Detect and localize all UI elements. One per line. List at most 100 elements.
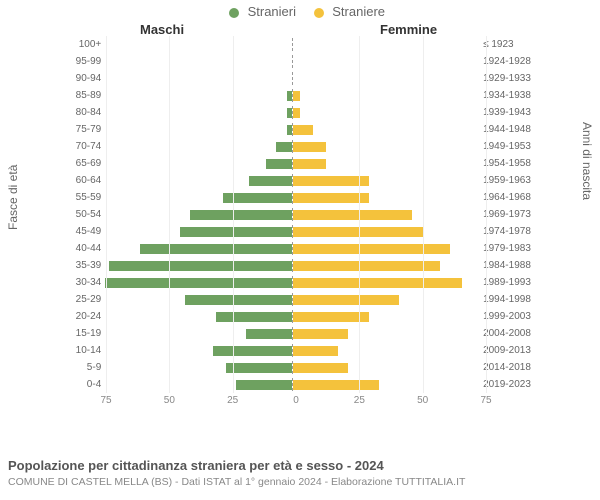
bar-male [109,261,291,271]
birth-label: 1944-1948 [479,124,538,135]
birth-label: 1989-1993 [479,277,538,288]
pyramid-row: 15-192004-2008 [62,325,538,342]
pyramid-row: 0-42019-2023 [62,376,538,393]
bar-female [293,176,369,186]
bar-female [293,125,313,135]
birth-label: 2009-2013 [479,345,538,356]
bar-half-male [105,55,292,68]
bar-half-female [293,106,479,119]
birth-label: 1964-1968 [479,192,538,203]
pyramid-row: 40-441979-1983 [62,240,538,257]
pyramid-row: 70-741949-1953 [62,138,538,155]
age-label: 75-79 [62,124,105,135]
pyramid-row: 30-34 1989-1993 [62,274,538,291]
bar-male [185,295,291,305]
birth-label: 2019-2023 [479,379,538,390]
birth-label: 1969-1973 [479,209,538,220]
column-title-female: Femmine [380,22,437,37]
pyramid-row: 90-941929-1933 [62,70,538,87]
bar-half-male [105,38,292,51]
bar-half-male [105,191,292,204]
bar-half-female [293,276,479,289]
bar-half-female [293,38,479,51]
birth-label: 1979-1983 [479,243,538,254]
bar-half-male [105,344,292,357]
bar-female [293,261,440,271]
age-label: 5-9 [62,362,105,373]
plot-area: 100+≤ 192395-991924-192890-941929-193385… [62,36,538,430]
x-tick: 0 [293,395,299,406]
legend-label-female: Straniere [332,4,385,19]
bar-half-male [105,208,292,221]
bar-half-male [105,327,292,340]
bar-female [293,244,450,254]
x-tick: 75 [480,395,491,406]
birth-label: ≤ 1923 [479,39,538,50]
legend-label-male: Stranieri [248,4,296,19]
bar-male [249,176,292,186]
birth-label: 1974-1978 [479,226,538,237]
age-label: 100+ [62,39,105,50]
bar-half-male [105,225,292,238]
pyramid-row: 50-54 1969-1973 [62,206,538,223]
bar-half-female [293,208,479,221]
pyramid-row: 80-841939-1943 [62,104,538,121]
bar-male [276,142,291,152]
bar-male [213,346,292,356]
bar-half-male [105,378,292,391]
bar-female [293,380,379,390]
pyramid-row: 55-59 1964-1968 [62,189,538,206]
age-label: 50-54 [62,209,105,220]
age-label: 30-34 [62,277,105,288]
pyramid-row: 65-691954-1958 [62,155,538,172]
legend: Stranieri Straniere [0,4,600,19]
bar-half-female [293,259,479,272]
y-axis-right-label: Anni di nascita [580,122,594,200]
age-label: 55-59 [62,192,105,203]
x-tick: 25 [354,395,365,406]
pyramid-row: 85-891934-1938 [62,87,538,104]
bar-half-male [105,310,292,323]
age-label: 25-29 [62,294,105,305]
bar-male [226,363,292,373]
pyramid-row: 35-391984-1988 [62,257,538,274]
age-label: 65-69 [62,158,105,169]
bar-male [287,108,292,118]
bar-male [287,125,292,135]
bar-half-male [105,361,292,374]
bar-half-female [293,344,479,357]
bar-male [216,312,292,322]
pyramid-row: 25-291994-1998 [62,291,538,308]
pyramid-row: 75-79 1944-1948 [62,121,538,138]
bar-female [293,142,326,152]
bar-half-male [105,174,292,187]
age-label: 10-14 [62,345,105,356]
bar-half-female [293,310,479,323]
bar-half-male [105,157,292,170]
bar-half-male [105,123,292,136]
x-tick: 50 [164,395,175,406]
age-label: 15-19 [62,328,105,339]
bar-half-female [293,72,479,85]
legend-dot-male [229,8,239,18]
bar-female [293,363,349,373]
age-label: 95-99 [62,56,105,67]
bar-female [293,346,339,356]
age-label: 70-74 [62,141,105,152]
footer-source: COMUNE DI CASTEL MELLA (BS) - Dati ISTAT… [8,476,465,488]
bar-male [287,91,292,101]
age-label: 45-49 [62,226,105,237]
bar-half-male [105,242,292,255]
bar-female [293,108,301,118]
bar-female [293,193,369,203]
bar-half-male [105,89,292,102]
pyramid-row: 10-14 2009-2013 [62,342,538,359]
bar-half-male [105,106,292,119]
footer-title: Popolazione per cittadinanza straniera p… [8,458,384,473]
x-tick: 75 [100,395,111,406]
bar-half-female [293,225,479,238]
bar-female [293,329,349,339]
bar-half-female [293,378,479,391]
bar-half-male [105,276,292,289]
bar-half-female [293,293,479,306]
